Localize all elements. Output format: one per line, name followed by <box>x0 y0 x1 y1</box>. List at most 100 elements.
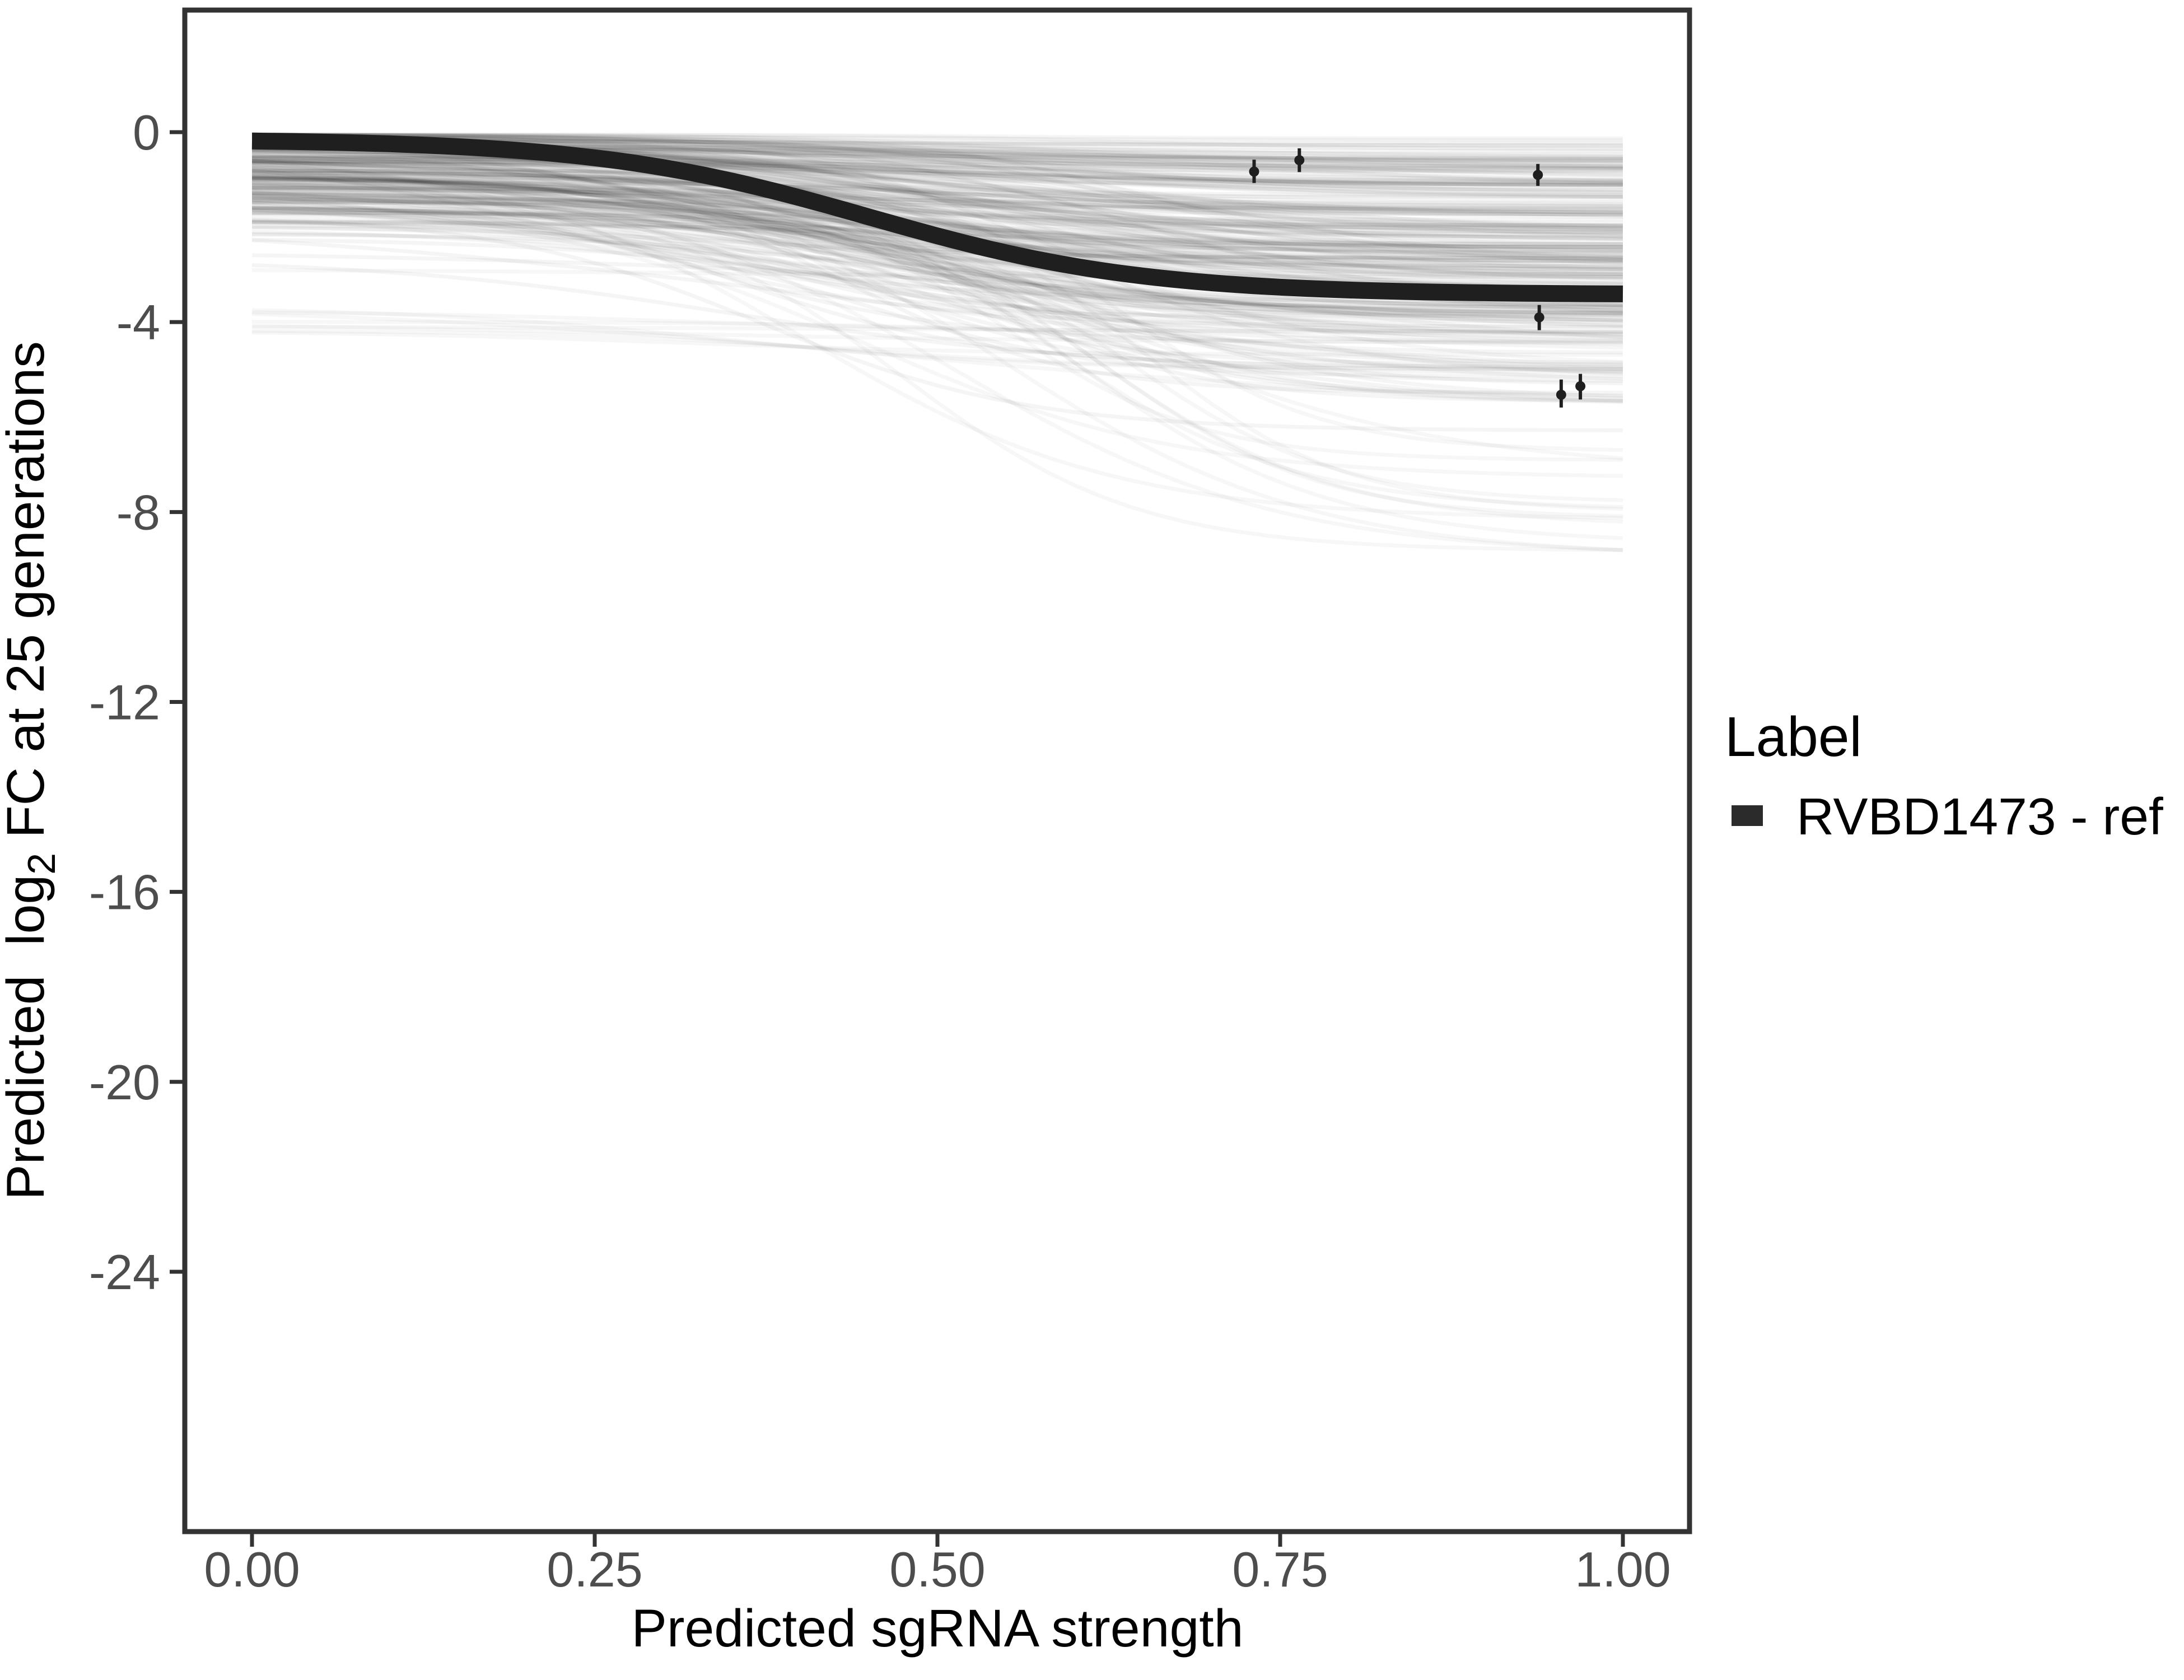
ensemble-curve <box>251 192 1623 318</box>
point-marker <box>1575 381 1586 391</box>
y-tick-label: -16 <box>89 865 160 920</box>
observed-point <box>1575 374 1586 400</box>
y-tick-label: 0 <box>133 105 160 160</box>
x-tick-label: 0.50 <box>889 1542 985 1597</box>
ensemble-curve <box>251 165 1623 248</box>
legend: Label RVBD1473 - ref <box>1725 706 2163 846</box>
ensemble-curve <box>251 238 1623 368</box>
ensemble-curve <box>251 174 1623 347</box>
ensemble-curve <box>252 213 1623 343</box>
ensemble-curve <box>251 133 1623 161</box>
ensemble-curve <box>251 183 1623 277</box>
ensemble-curve <box>251 177 1623 251</box>
y-tick-label: -8 <box>116 484 160 540</box>
ensemble-curve <box>251 160 1623 276</box>
ensemble-curve <box>251 170 1623 222</box>
ensemble-curve <box>251 191 1623 339</box>
ensemble-curve <box>251 192 1623 404</box>
ensemble-curve <box>251 176 1623 210</box>
ensemble-curve <box>251 217 1623 432</box>
ensemble-curve <box>251 200 1623 403</box>
ensemble-curve <box>252 206 1623 255</box>
ensemble-curve <box>251 186 1623 225</box>
point-marker <box>1533 170 1543 180</box>
ensemble-curve <box>251 225 1623 322</box>
ensemble-curve <box>251 148 1623 260</box>
ensemble-curve <box>251 158 1623 186</box>
ensemble-curve <box>251 192 1623 280</box>
ensemble-curve <box>251 180 1623 217</box>
ensemble-curve <box>251 151 1623 227</box>
ensemble-curves-layer <box>251 133 1623 432</box>
ensemble-curve <box>251 166 1623 229</box>
ensemble-curve <box>252 169 1623 197</box>
y-tick-label: -12 <box>89 675 160 730</box>
y-axis-title-prefix: Predicted log <box>0 875 55 1200</box>
ensemble-curve <box>251 203 1623 350</box>
ensemble-curve <box>251 165 1623 246</box>
reference-fit-curve <box>251 132 1623 302</box>
ensemble-curve <box>251 194 1623 345</box>
ensemble-curve <box>251 159 1623 241</box>
legend-swatch <box>1732 805 1763 826</box>
x-axis: 0.00 0.25 0.50 0.75 1.00 <box>204 1532 1671 1597</box>
ensemble-curve <box>251 163 1623 292</box>
ensemble-curve <box>251 164 1623 253</box>
ensemble-curve <box>251 220 1623 330</box>
ensemble-curve <box>252 137 1623 231</box>
ensemble-curve <box>251 168 1623 329</box>
ensemble-curve <box>251 175 1623 312</box>
y-axis-title: Predicted log2 FC at 25 generations <box>0 341 63 1200</box>
ensemble-curve <box>251 172 1623 230</box>
x-tick-label: 1.00 <box>1575 1542 1670 1597</box>
ensemble-curve <box>251 155 1623 212</box>
ensemble-curve <box>252 200 1623 228</box>
ensemble-curve <box>251 153 1623 375</box>
ensemble-curve <box>251 169 1623 327</box>
ensemble-curve <box>252 197 1623 256</box>
ensemble-curve <box>252 188 1623 249</box>
ensemble-curve <box>251 151 1623 262</box>
ensemble-curve <box>251 230 1623 324</box>
ensemble-curve <box>251 160 1623 282</box>
ensemble-curve <box>251 158 1623 260</box>
ensemble-curve <box>251 198 1623 304</box>
ensemble-curve <box>251 193 1623 372</box>
ensemble-curve <box>251 169 1623 315</box>
x-tick-label: 0.25 <box>547 1542 642 1597</box>
ensemble-curve <box>251 183 1623 403</box>
ensemble-curve <box>251 200 1623 291</box>
ensemble-curve <box>251 220 1623 307</box>
ensemble-curve <box>251 263 1623 371</box>
ensemble-curve <box>251 134 1623 239</box>
ensemble-curve <box>251 183 1623 211</box>
observed-point <box>1533 164 1543 186</box>
ensemble-curve <box>251 154 1623 383</box>
ensemble-curve <box>251 184 1623 354</box>
ensemble-curve <box>251 160 1623 259</box>
ensemble-curve <box>251 176 1623 395</box>
observed-point <box>1294 148 1305 172</box>
x-tick-label: 0.00 <box>204 1542 300 1597</box>
ensemble-curve <box>251 161 1623 398</box>
ensemble-curve <box>251 166 1623 337</box>
ensemble-curve <box>251 160 1623 236</box>
ensemble-curve <box>251 212 1623 313</box>
ensemble-curve <box>251 178 1623 206</box>
ensemble-curve <box>251 141 1623 381</box>
ensemble-curve <box>251 171 1623 227</box>
ensemble-curve <box>251 200 1623 404</box>
ensemble-curve <box>251 190 1623 323</box>
y-tick-label: -24 <box>89 1244 160 1300</box>
observed-point <box>1556 379 1566 408</box>
ensemble-curve <box>251 232 1623 284</box>
ensemble-curve <box>251 158 1623 262</box>
ensemble-curve <box>251 192 1623 320</box>
legend-title: Label <box>1725 706 1862 768</box>
observed-point <box>1249 160 1259 183</box>
ensemble-curve <box>251 220 1623 374</box>
ensemble-curve <box>251 158 1623 339</box>
ensemble-curve <box>252 133 1623 163</box>
ensemble-curve <box>252 199 1623 263</box>
